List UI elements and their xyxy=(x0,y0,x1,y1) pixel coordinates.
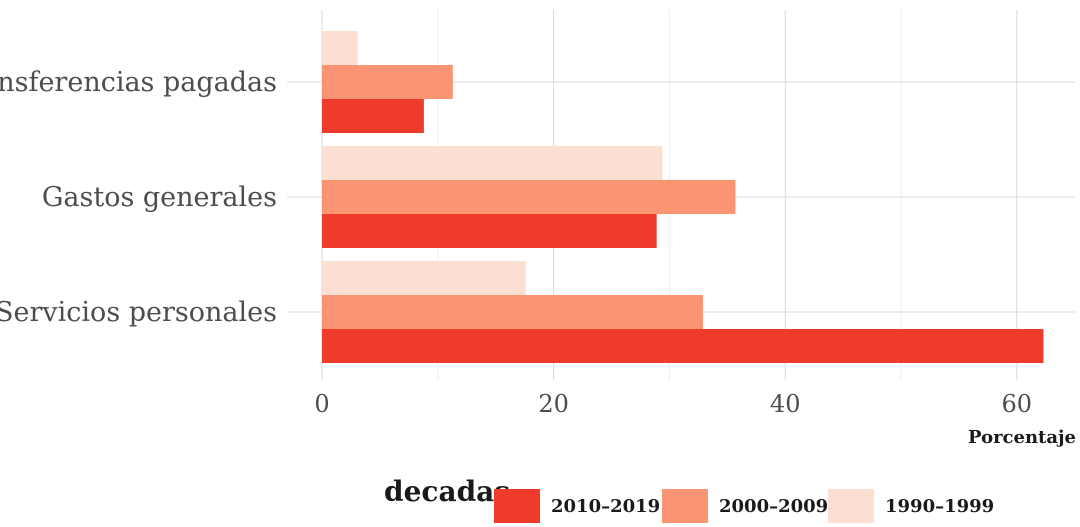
category-labels: Transferencias pagadas Gastos generales Se… xyxy=(0,67,277,328)
x-tick-labels: 0 20 40 60 xyxy=(314,390,1032,418)
x-tick-label: 0 xyxy=(314,390,329,418)
legend-title: decadas xyxy=(384,475,510,508)
x-axis-label: Porcentaje xyxy=(968,427,1076,448)
x-tick-label: 60 xyxy=(1002,390,1033,418)
legend-label: 2010–2019 xyxy=(551,496,660,517)
x-tick-label: 20 xyxy=(538,390,569,418)
x-tick-label: 40 xyxy=(770,390,801,418)
bar xyxy=(322,146,663,180)
bar xyxy=(322,180,736,214)
bar xyxy=(322,99,424,133)
bar xyxy=(322,261,526,295)
bar xyxy=(322,214,657,248)
category-label: Servicios personales xyxy=(0,297,277,328)
legend-label: 2000–2009 xyxy=(719,496,828,517)
legend-key xyxy=(828,489,874,523)
legend-key xyxy=(662,489,708,523)
legend-label: 1990–1999 xyxy=(885,496,994,517)
bar xyxy=(322,295,703,329)
bar xyxy=(322,31,358,65)
legend: decadas 2010–2019 2000–2009 1990–1999 xyxy=(384,475,994,523)
category-label: Gastos generales xyxy=(42,182,277,213)
bar xyxy=(322,65,453,99)
category-label: Transferencias pagadas xyxy=(0,67,277,98)
legend-key xyxy=(494,489,540,523)
bar xyxy=(322,329,1044,363)
bars xyxy=(322,31,1044,363)
